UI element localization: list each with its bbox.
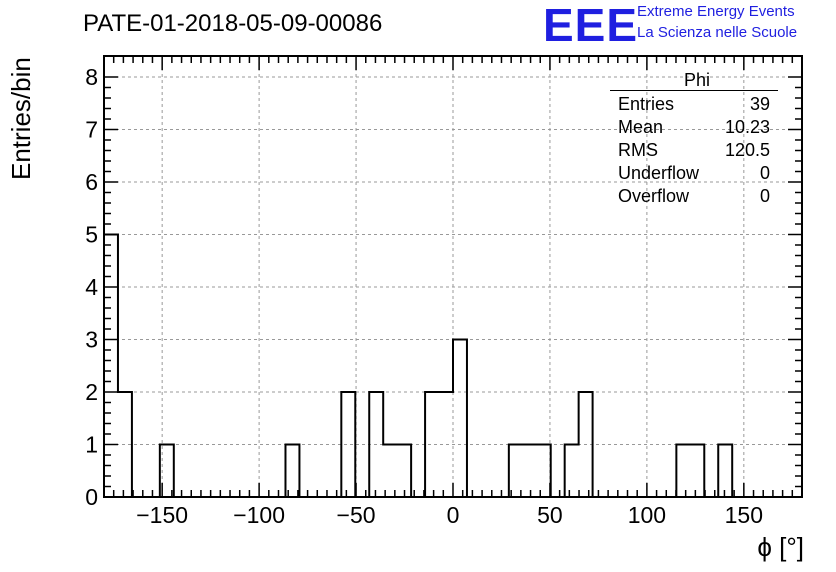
histogram-bin [565,445,579,498]
stats-row-underflow: Underflow 0 [610,162,778,185]
histogram-bin [341,392,355,497]
y-tick-label: 2 [85,379,98,405]
histogram-bin [509,445,523,498]
stats-label: Overflow [618,186,690,206]
stats-label: Entries [618,94,675,114]
y-tick-label: 4 [85,274,98,300]
histogram-bin [285,445,299,498]
histogram-bin [676,445,690,498]
stats-label: Underflow [618,163,700,183]
y-tick-label: 7 [85,117,98,143]
x-tick-label: 150 [725,502,763,528]
histogram-bin [718,445,732,498]
y-tick-label: 1 [85,432,98,458]
stats-box: Phi Entries 39 Mean 10.23 RMS 120.5 Unde… [610,70,778,208]
eee-logo: EEE [543,0,639,51]
stats-row-mean: Mean 10.23 [610,116,778,139]
stats-label: RMS [618,140,658,160]
y-axis-label: Entries/bin [6,57,36,180]
x-tick-label: −100 [233,502,285,528]
y-tick-label: 0 [85,484,98,510]
stats-value: 0 [759,163,770,183]
histogram-bin [104,235,118,498]
stats-value: 39 [749,94,770,114]
histogram-bin [537,445,551,498]
stats-value: 10.23 [724,117,770,137]
stats-row-rms: RMS 120.5 [610,139,778,162]
y-tick-label: 8 [85,64,98,90]
chart-title: PATE-01-2018-05-09-00086 [83,10,383,37]
stats-box-name: Phi [683,70,710,90]
x-axis-label: ϕ [°] [757,532,804,562]
stats-value: 120.5 [724,140,770,160]
histogram-bin [383,445,397,498]
y-tick-label: 3 [85,327,98,353]
stats-box-rule [610,90,778,91]
x-tick-label: −150 [136,502,188,528]
logo-line-2: La Scienza nelle Scuole [637,24,798,41]
logo-line-1: Extreme Energy Events [637,3,795,20]
histogram-bin [523,445,537,498]
y-tick-label: 6 [85,169,98,195]
histogram-bin [397,445,411,498]
histogram-bin [453,340,467,498]
stats-row-overflow: Overflow 0 [610,185,778,208]
x-tick-label: 0 [447,502,460,528]
x-tick-label: 50 [537,502,563,528]
stats-value: 0 [759,186,770,206]
stats-row-entries: Entries 39 [610,93,778,116]
x-tick-label: 100 [628,502,666,528]
y-tick-label: 5 [85,222,98,248]
x-tick-label: −50 [337,502,376,528]
stats-label: Mean [618,117,664,137]
histogram-bin [690,445,704,498]
